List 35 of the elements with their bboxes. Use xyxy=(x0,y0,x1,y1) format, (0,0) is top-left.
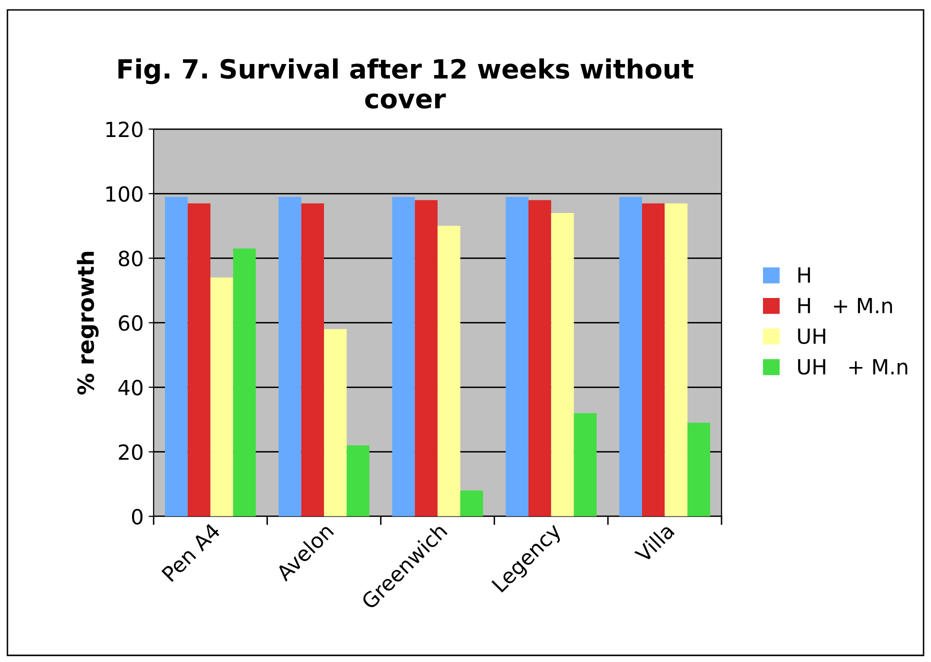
bar xyxy=(438,226,460,516)
bar xyxy=(346,445,370,516)
legend-label: UH + M.n xyxy=(798,359,908,375)
y-tick-label: 40 xyxy=(118,380,143,396)
legend-label: H xyxy=(798,267,810,283)
y-tick-label: 0 xyxy=(132,508,143,525)
legend-label: UH xyxy=(798,328,826,344)
y-tick-label: 80 xyxy=(118,250,143,266)
y-tick-label: 20 xyxy=(118,444,143,460)
bar xyxy=(233,248,256,516)
bar xyxy=(164,196,188,516)
bar xyxy=(210,278,234,516)
bar xyxy=(642,203,665,516)
bar xyxy=(278,196,302,516)
bar xyxy=(414,200,438,516)
bar xyxy=(551,213,574,516)
bar xyxy=(574,413,597,516)
x-tick-label: Villa xyxy=(634,522,675,564)
x-tick-label: Pen A4 xyxy=(161,522,221,582)
bar xyxy=(528,200,552,516)
y-tick-label: 100 xyxy=(106,186,143,202)
bar xyxy=(392,196,415,516)
bar xyxy=(188,203,210,516)
bar xyxy=(506,196,528,516)
bar xyxy=(324,329,347,516)
bar xyxy=(460,490,484,516)
y-axis-title: % regrowth xyxy=(76,252,99,395)
bar xyxy=(687,422,710,516)
y-tick-label: 60 xyxy=(118,315,143,331)
bar xyxy=(664,203,688,516)
bar xyxy=(301,203,324,516)
y-tick-label: 120 xyxy=(106,122,143,138)
bar xyxy=(619,196,642,516)
chart-title: Fig. 7. Survival after 12 weeks without cover xyxy=(118,58,694,109)
legend-label: H + M.n xyxy=(798,298,892,314)
